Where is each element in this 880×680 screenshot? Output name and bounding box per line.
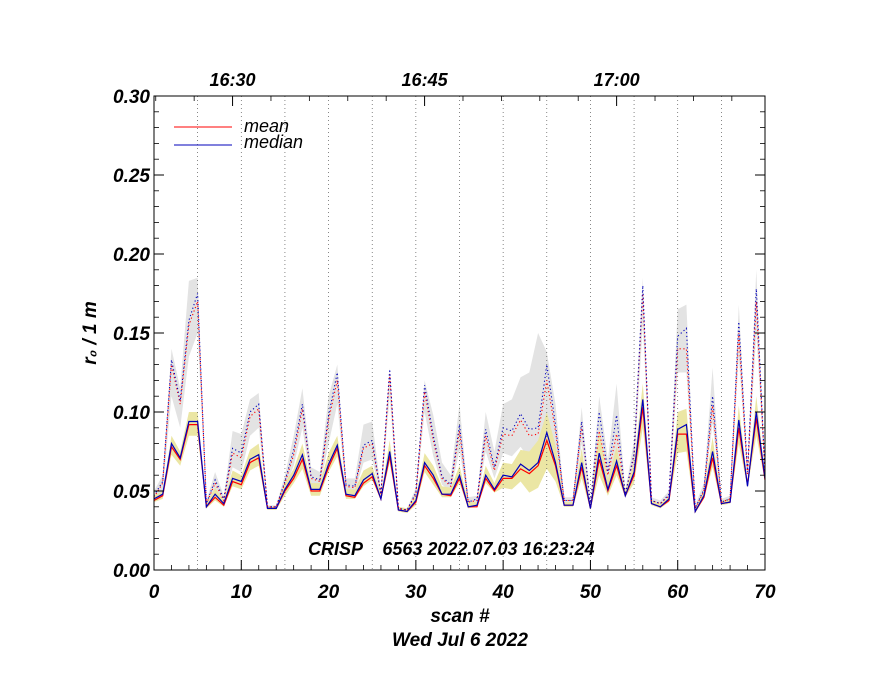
top-tick-label: 16:30 (210, 70, 256, 90)
y-tick-labels: 0.00 0.05 0.10 0.15 0.20 0.25 0.30 (113, 87, 150, 582)
legend-median-label: median (244, 132, 303, 152)
x-tick-label: 20 (317, 582, 340, 603)
x-tick-label: 30 (405, 582, 427, 603)
y-tick-label: 0.05 (113, 482, 150, 503)
y-tick-label: 0.20 (113, 245, 150, 266)
x-axis-title: scan # (430, 606, 490, 627)
y-tick-label: 0.15 (113, 324, 150, 345)
legend-mean-label: mean (244, 116, 289, 136)
y-tick-label: 0.25 (113, 166, 150, 187)
upper-spread-band (154, 269, 765, 512)
legend: mean median (174, 116, 303, 152)
lower-spread-band (154, 383, 765, 514)
y-tick-label: 0.30 (113, 87, 150, 108)
x-tick-label: 70 (754, 582, 776, 603)
uncertainty-bands (154, 269, 765, 514)
x-tick-label: 50 (580, 582, 602, 603)
data-series (153, 285, 766, 514)
dataset-annotation: CRISP 6563 2022.07.03 16:23:24 (308, 539, 595, 559)
y-tick-label: 0.00 (113, 561, 150, 582)
x-tick-label: 60 (667, 582, 689, 603)
x-tick-label: 10 (231, 582, 253, 603)
y-axis-title: r₀ / 1 m (80, 301, 101, 365)
top-tick-label: 16:45 (402, 70, 449, 90)
x-tick-labels: 0 10 20 30 40 50 60 70 (149, 582, 776, 603)
scan-separator-lines (197, 96, 722, 570)
date-label: Wed Jul 6 2022 (392, 630, 528, 651)
top-tick-label: 17:00 (594, 70, 640, 90)
axis-ticks (153, 95, 766, 571)
median_upper-series-line (153, 285, 766, 511)
x-tick-label: 40 (492, 582, 515, 603)
x-tick-label: 0 (149, 582, 160, 603)
median-series-line (153, 399, 766, 514)
y-tick-label: 0.10 (113, 403, 150, 424)
top-time-tick-labels: 16:30 16:45 17:00 (210, 70, 640, 90)
